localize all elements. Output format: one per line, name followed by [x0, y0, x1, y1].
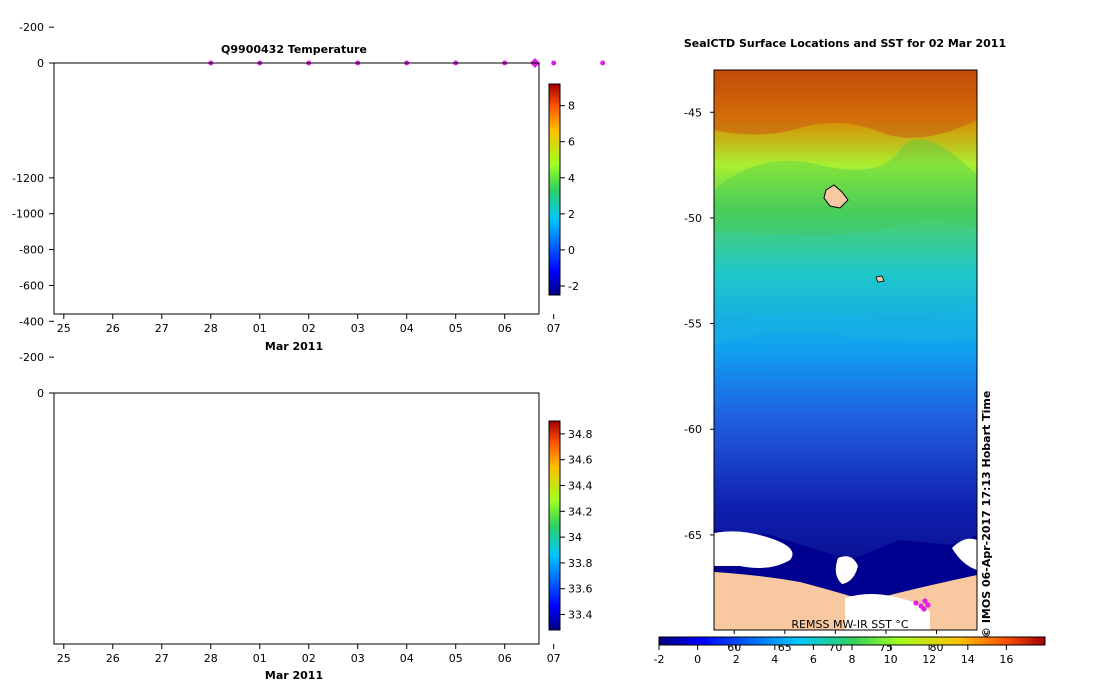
salinity-colorbar: 34.8 34.6 34.4 34.2 34 33.8 33.6 33.4 [548, 420, 593, 631]
x-tick-label: 28 [204, 652, 218, 665]
x-tick-label: 05 [449, 322, 463, 335]
colorbar-label: 0 [568, 244, 575, 257]
x-tick-label: 06 [498, 322, 512, 335]
salinity-xlabel: Mar 2011 [265, 669, 323, 682]
sst-colorbar-label: 4 [771, 653, 778, 666]
salinity-y-axis: 0 -200 -400 -600 -800 -1000 -1200 [12, 172, 54, 400]
colorbar-label: 8 [568, 100, 575, 113]
temperature-axes-frame [53, 62, 540, 315]
sst-map-panel: SealCTD Surface Locations and SST for 02… [654, 37, 1046, 666]
sst-colorbar-label: -2 [654, 653, 665, 666]
colorbar-label: 33.6 [568, 583, 593, 596]
x-tick-label: 07 [547, 322, 561, 335]
x-tick-label: 03 [351, 322, 365, 335]
sst-colorbar-label: 10 [884, 653, 898, 666]
y-tick-label: -200 [19, 21, 44, 34]
sst-colorbar-label: 12 [922, 653, 936, 666]
x-tick-label: 25 [57, 652, 71, 665]
temperature-colorbar: 8 6 4 2 0 -2 [548, 83, 579, 296]
y-tick-label: -200 [19, 351, 44, 364]
x-tick-label: 26 [106, 322, 120, 335]
salinity-x-axis: 25 26 27 28 01 02 03 04 05 06 07 [57, 644, 561, 665]
lat-tick-label: -55 [684, 318, 702, 331]
x-tick-label: 27 [155, 652, 169, 665]
heard-island [875, 275, 885, 283]
sst-colorbar-label: 8 [849, 653, 856, 666]
x-tick-label: 01 [253, 322, 267, 335]
x-tick-label: 02 [302, 652, 316, 665]
colorbar-label: 33.4 [568, 609, 593, 622]
temperature-title: Q9900432 Temperature [221, 43, 367, 56]
temperature-xlabel: Mar 2011 [265, 340, 323, 353]
surface-marker [600, 60, 606, 66]
salinity-panel: 0-200-400-600-800-1000-1200 25 26 27 28 01 02… [12, 172, 592, 682]
x-tick-label: 04 [400, 322, 414, 335]
sst-colorbar-label: 14 [961, 653, 975, 666]
kerguelen-island [823, 184, 849, 209]
colorbar-label: 34.4 [568, 480, 593, 493]
temperature-panel: Q9900432 Temperature 0-200-400-600-800-1… [19, 21, 606, 353]
y-tick-label: -400 [19, 315, 44, 328]
colorbar-label: 6 [568, 136, 575, 149]
map-title: SealCTD Surface Locations and SST for 02… [684, 37, 1006, 50]
colorbar-label: 34 [568, 531, 582, 544]
y-tick-label: 0 [37, 57, 44, 70]
colorbar-label: -2 [568, 280, 579, 293]
y-tick-label: 0 [37, 387, 44, 400]
temperature-x-axis: 25 26 27 28 01 02 03 04 05 06 07 [57, 314, 561, 335]
x-tick-label: 28 [204, 322, 218, 335]
x-tick-label: 27 [155, 322, 169, 335]
y-tick-label: -600 [19, 279, 44, 292]
sst-colorbar-label: 0 [694, 653, 701, 666]
x-tick-label: 25 [57, 322, 71, 335]
sst-colorbar-label: 16 [999, 653, 1013, 666]
lat-tick-label: -50 [684, 212, 702, 225]
colorbar-label: 4 [568, 172, 575, 185]
x-tick-label: 03 [351, 652, 365, 665]
y-tick-label: -800 [19, 244, 44, 257]
x-tick-label: 06 [498, 652, 512, 665]
credit-text: © IMOS 06-Apr-2017 17:13 Hobart Time [980, 391, 993, 638]
sst-colorbar-label: 2 [733, 653, 740, 666]
colorbar-label: 34.6 [568, 454, 593, 467]
x-tick-label: 01 [253, 652, 267, 665]
sst-field [714, 70, 977, 630]
x-tick-label: 07 [547, 652, 561, 665]
colorbar-label: 34.2 [568, 505, 593, 518]
y-tick-label: -1000 [12, 208, 44, 221]
x-tick-label: 02 [302, 322, 316, 335]
sst-colorbar-label: 6 [810, 653, 817, 666]
temperature-y-axis: 0-200-400-600-800-1000-1200 [19, 21, 54, 70]
map-latitude-axis: -45 -50 -55 -60 -65 [684, 106, 714, 542]
x-tick-label: 26 [106, 652, 120, 665]
lat-tick-label: -45 [684, 106, 702, 119]
lat-tick-label: -65 [684, 529, 702, 542]
product-label: REMSS MW-IR SST °C [791, 618, 909, 631]
sst-colorbar: -2 0 2 4 6 8 10 12 14 16 [654, 636, 1046, 666]
map-frame [713, 69, 978, 631]
x-tick-label: 05 [449, 652, 463, 665]
colorbar-label: 33.8 [568, 557, 593, 570]
colorbar-label: 2 [568, 208, 575, 221]
lat-tick-label: -60 [684, 423, 702, 436]
y-tick-label: -1200 [12, 172, 44, 185]
salinity-axes-frame [53, 392, 540, 645]
colorbar-label: 34.8 [568, 428, 593, 441]
surface-marker [551, 60, 557, 66]
seal-surface-locations [913, 598, 931, 612]
sea-ice [714, 531, 793, 568]
x-tick-label: 04 [400, 652, 414, 665]
